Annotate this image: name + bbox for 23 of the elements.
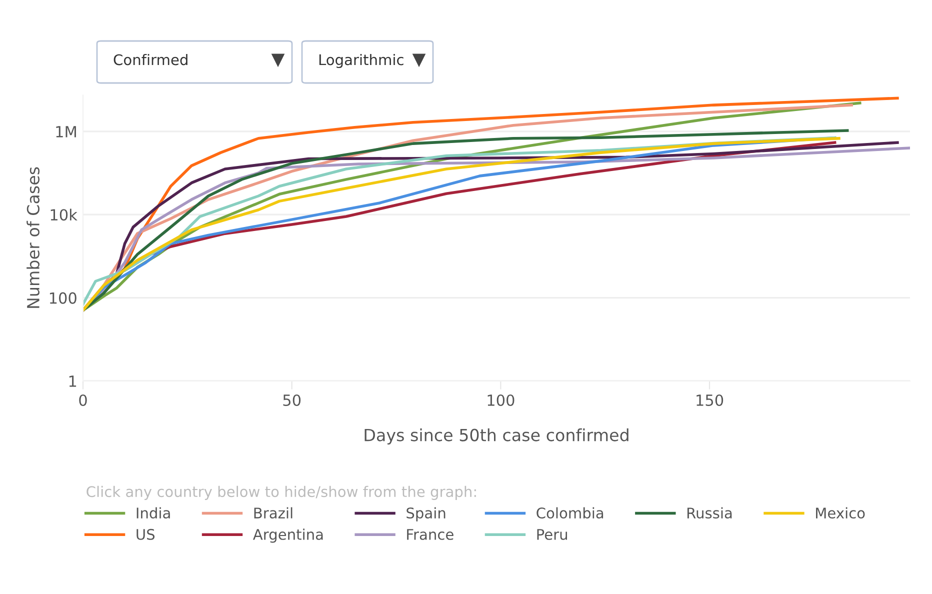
x-tick-label: 0 bbox=[79, 394, 87, 406]
legend-label: Spain bbox=[406, 507, 446, 522]
x-axis-title: Days since 50th case confirmed bbox=[364, 428, 628, 445]
text: Confirmed bbox=[114, 54, 188, 66]
legend-label: Argentina bbox=[252, 528, 323, 543]
y-axis-title: Number of Cases bbox=[26, 167, 40, 308]
legend-label: Brazil bbox=[254, 507, 292, 519]
legend-label: US bbox=[136, 528, 155, 540]
x-tick-label: 50 bbox=[283, 394, 301, 406]
y-tick-label: 10k bbox=[50, 208, 78, 221]
legend-label: Mexico bbox=[816, 507, 865, 519]
text: Logarithmic bbox=[319, 54, 404, 68]
y-tick-label: 100 bbox=[50, 292, 76, 304]
x-tick-label: 150 bbox=[696, 394, 724, 406]
legend-label: France bbox=[407, 529, 454, 540]
legend-label: India bbox=[136, 507, 170, 519]
legend-title: Click any country below to hide/show from the graph: bbox=[86, 486, 476, 500]
y-tick-label: 1M bbox=[56, 126, 76, 138]
y-tick-label: 1 bbox=[69, 376, 76, 387]
legend-label: Colombia bbox=[536, 507, 604, 519]
x-tick-label: 100 bbox=[488, 394, 514, 406]
legend-label: Peru bbox=[537, 529, 567, 540]
legend-label: Russia bbox=[687, 507, 732, 519]
